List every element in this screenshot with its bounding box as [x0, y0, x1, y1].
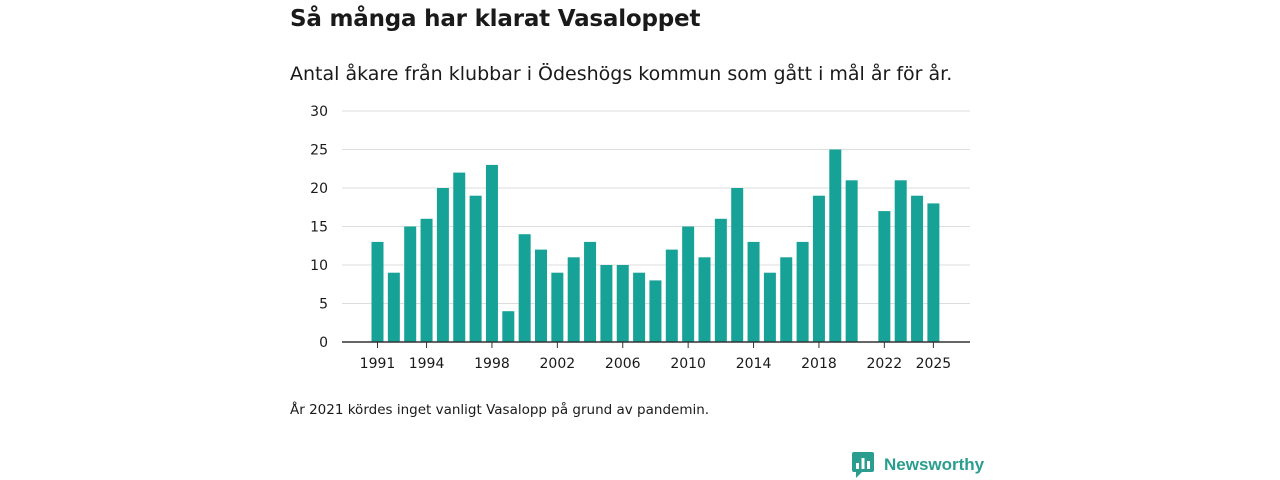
bar-2020: [845, 180, 858, 342]
brand-logo[interactable]: Newsworthy: [852, 452, 984, 478]
grid-lines: [342, 110, 970, 304]
bar-2025: [927, 203, 940, 342]
bar-2012: [714, 218, 727, 342]
x-tick-label-2018: 2018: [801, 356, 837, 372]
x-tick-label-2002: 2002: [540, 356, 576, 372]
y-tick-label-10: 10: [310, 258, 328, 274]
x-tick-label-2022: 2022: [867, 356, 903, 372]
bar-2008: [649, 280, 662, 342]
bar-2019: [829, 149, 842, 342]
bar-2002: [551, 272, 564, 342]
x-tick-label-2014: 2014: [736, 356, 772, 372]
bars: [371, 149, 940, 342]
y-tick-label-5: 5: [319, 297, 328, 313]
bar-2017: [796, 241, 809, 342]
footnote: År 2021 kördes inget vanligt Vasalopp på…: [290, 402, 710, 418]
bar-2005: [600, 265, 613, 342]
bar-1993: [404, 226, 417, 342]
newsworthy-logo-icon: [852, 452, 874, 478]
bar-2018: [812, 195, 825, 342]
bar-1995: [436, 188, 449, 342]
x-tick-label-1994: 1994: [409, 356, 445, 372]
bar-2000: [518, 234, 531, 342]
y-axis: 0 5 10 15 20 25 30: [310, 104, 328, 351]
bar-2006: [616, 265, 629, 342]
bar-2015: [763, 272, 776, 342]
bar-2013: [731, 188, 744, 342]
bar-2010: [682, 226, 695, 342]
chart-title: Så många har klarat Vasaloppet: [290, 6, 701, 32]
x-tick-label-2025: 2025: [916, 356, 952, 372]
bar-2001: [535, 249, 547, 342]
y-tick-label-15: 15: [310, 220, 328, 236]
chart-subtitle: Antal åkare från klubbar i Ödeshögs komm…: [290, 63, 953, 85]
y-tick-label-30: 30: [310, 104, 328, 120]
bar-2007: [633, 272, 646, 342]
x-tick-label-2006: 2006: [605, 356, 641, 372]
bar-1991: [371, 241, 384, 342]
y-tick-label-25: 25: [310, 143, 328, 159]
bar-1996: [453, 172, 466, 342]
bar-2016: [780, 257, 793, 342]
bar-2003: [567, 257, 580, 342]
bar-1997: [469, 195, 482, 342]
y-tick-label-0: 0: [319, 335, 328, 351]
x-tick-label-2010: 2010: [670, 356, 706, 372]
bar-2011: [698, 257, 711, 342]
bar-2004: [584, 241, 597, 342]
bar-2014: [747, 241, 760, 342]
bar-2022: [878, 211, 891, 342]
brand-name: Newsworthy: [884, 455, 985, 474]
bar-2023: [894, 180, 907, 342]
x-axis: 1991 1994 1998 2002 2006 2010 2014 2018 2022 2025: [342, 341, 970, 372]
x-tick-label-1998: 1998: [474, 356, 510, 372]
x-tick-label-1991: 1991: [360, 356, 396, 372]
bar-2024: [911, 195, 924, 342]
bar-1992: [387, 272, 400, 342]
bar-1994: [420, 218, 433, 342]
bar-1998: [485, 164, 498, 342]
y-tick-label-20: 20: [310, 181, 328, 197]
bar-2009: [665, 249, 678, 342]
bar-1999: [502, 311, 515, 342]
